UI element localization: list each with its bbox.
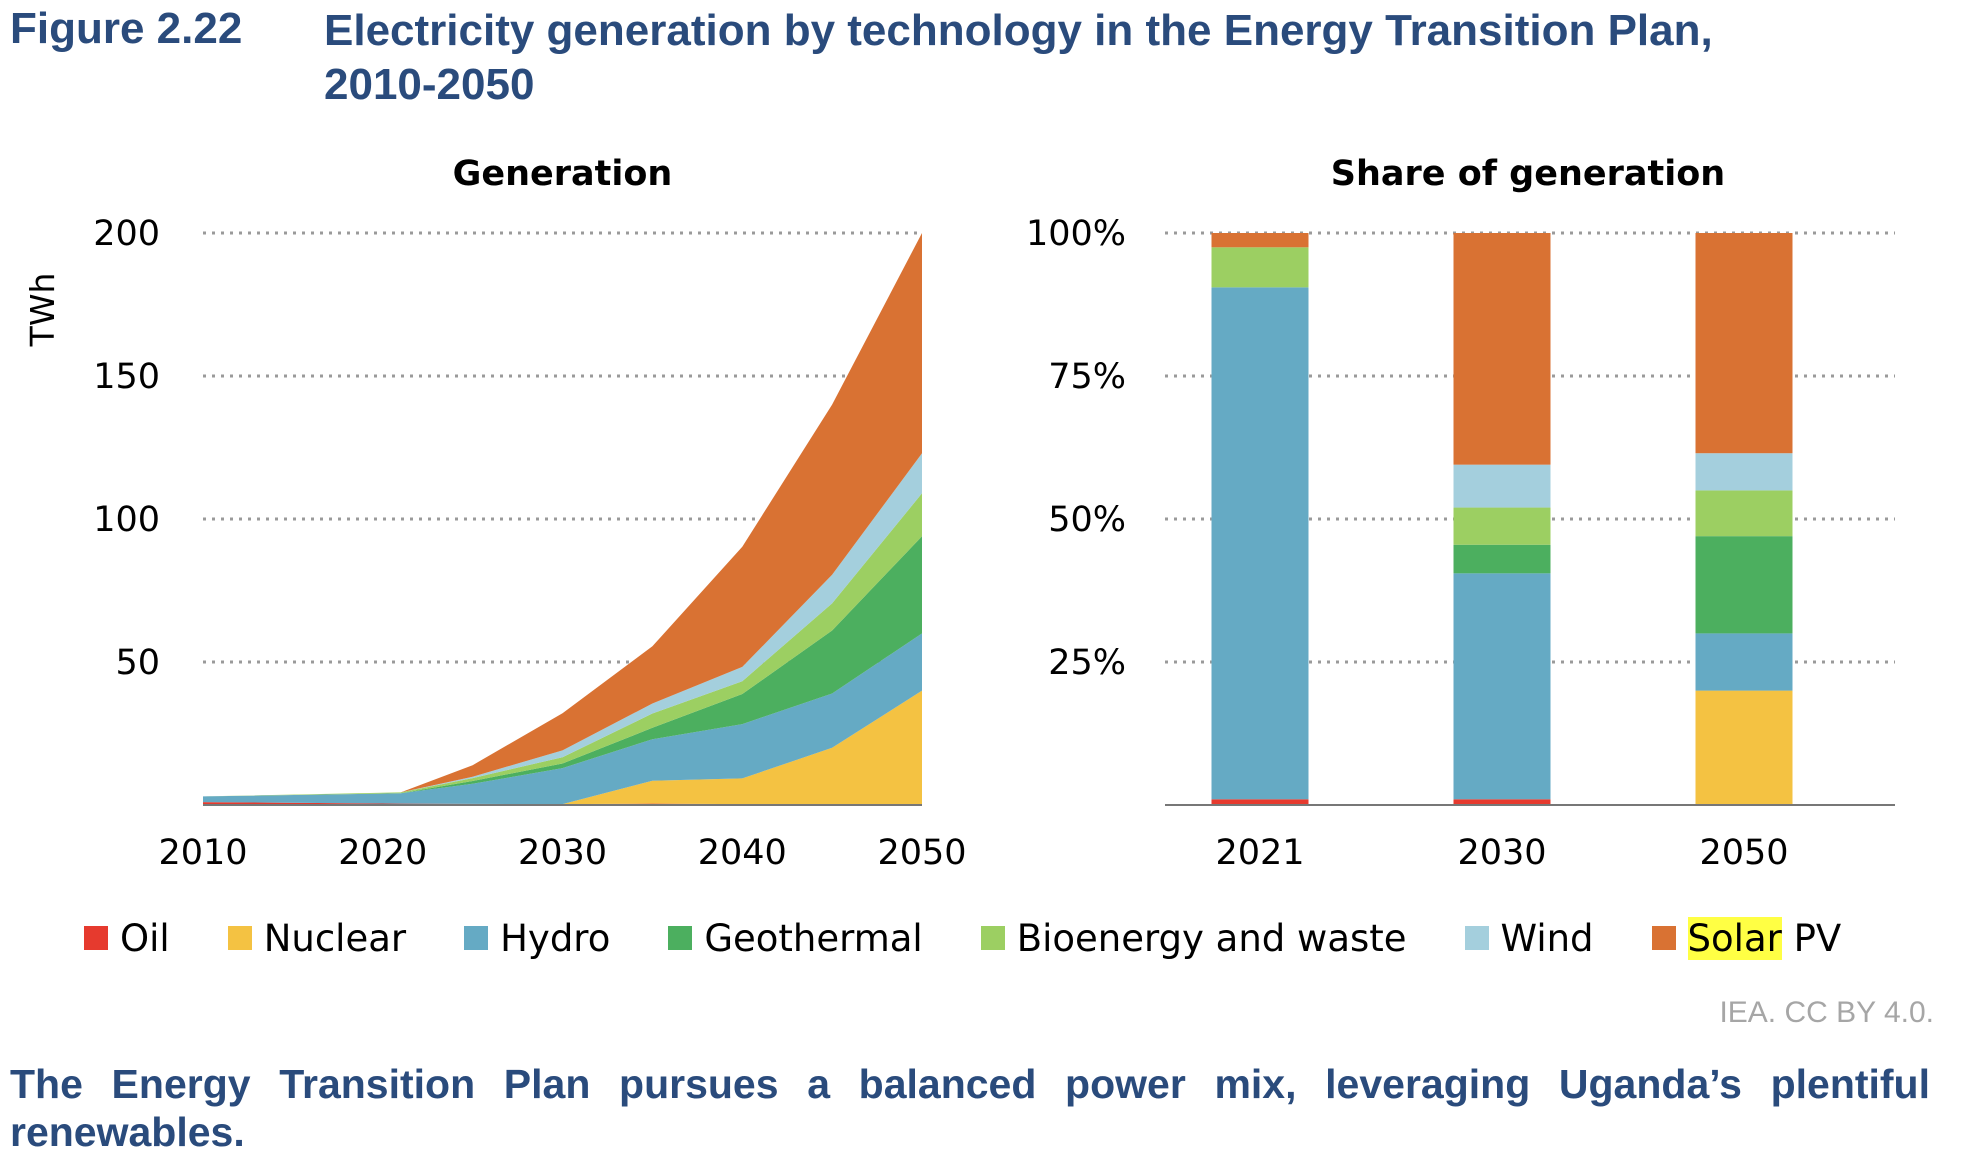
figure-title-line1: Electricity generation by technology in … (324, 6, 1713, 55)
legend-item-hydro: Hydro (464, 917, 610, 960)
legend: Oil Nuclear Hydro Geothermal Bioenergy and w… (84, 910, 1841, 966)
figure-caption: The Energy Transition Plan pursues a bal… (10, 1061, 1930, 1155)
bar-segment-bioenergy-and-waste-2050 (1695, 490, 1793, 537)
legend-swatch (464, 926, 489, 950)
legend-label: Hydro (500, 916, 611, 960)
x-tick-label: 2021 (1215, 833, 1304, 873)
bar-segment-solar-pv-2021 (1211, 233, 1309, 248)
legend-swatch (1651, 926, 1676, 950)
bar-segment-bioenergy-and-waste-2021 (1211, 247, 1309, 288)
legend-item-solar-pv: Solar PV (1651, 916, 1842, 960)
y-axis-label: TWh (23, 273, 62, 348)
bar-segment-hydro-2021 (1211, 287, 1309, 800)
legend-item-oil: Oil (84, 917, 170, 960)
bar-segment-oil-2030 (1453, 799, 1551, 805)
bar-segment-wind-2050 (1695, 453, 1793, 491)
legend-swatch (668, 926, 693, 950)
x-tick-label: 2040 (698, 833, 787, 873)
bar-segment-hydro-2050 (1695, 633, 1793, 691)
share-chart-title: Share of generation (1331, 154, 1725, 194)
generation-chart-title: Generation (453, 154, 673, 194)
x-tick-label: 2020 (338, 833, 427, 873)
legend-item-nuclear: Nuclear (227, 916, 407, 960)
bar-segment-wind-2030 (1453, 464, 1551, 508)
legend-swatch (980, 926, 1005, 950)
y-tick-label: 75% (1048, 357, 1126, 397)
generation-chart: Generation TWh 50 100 150 200 2010 2020 2030 2040… (23, 154, 967, 873)
legend-item-wind: Wind (1464, 916, 1594, 960)
x-tick-label: 2050 (1699, 833, 1788, 873)
legend-item-bioenergy-and-waste: Bioenergy and waste (980, 916, 1407, 960)
x-tick-label: 2050 (877, 833, 966, 873)
bar-segment-nuclear-2050 (1695, 690, 1793, 805)
credit-text: IEA. CC BY 4.0. (1719, 996, 1934, 1029)
area-solar-pv (203, 233, 922, 797)
legend-swatch (1464, 926, 1489, 950)
area-nuclear (203, 690, 922, 805)
bar-segment-solar-pv-2050 (1695, 233, 1793, 454)
figure-title-line2: 2010-2050 (324, 60, 535, 109)
share-chart: Share of generation 25% 50% 75% 100% 2021 2030… (1026, 154, 1895, 873)
y-tick-label: 150 (93, 357, 160, 397)
y-tick-label: 200 (93, 214, 160, 254)
charts-canvas: Generation TWh 50 100 150 200 2010 2020 2030 2040… (23, 154, 1895, 873)
y-tick-label: 100% (1026, 214, 1126, 254)
y-tick-label: 50 (115, 643, 160, 683)
bar-segment-oil-2021 (1211, 799, 1309, 805)
figure-number: Figure 2.22 (10, 4, 243, 53)
x-tick-label: 2030 (1457, 833, 1546, 873)
bar-segment-geothermal-2050 (1695, 536, 1793, 634)
legend-swatch (227, 926, 252, 950)
bar-segment-bioenergy-and-waste-2030 (1453, 507, 1551, 545)
y-tick-label: 25% (1048, 643, 1126, 683)
legend-item-geothermal: Geothermal (668, 916, 923, 960)
x-tick-label: 2010 (158, 833, 247, 873)
legend-label: Oil (120, 916, 170, 960)
legend-label: Bioenergy and waste (1016, 916, 1407, 960)
legend-label: Geothermal (704, 916, 923, 960)
y-tick-label: 50% (1048, 500, 1126, 540)
bar-segment-solar-pv-2030 (1453, 233, 1551, 465)
y-tick-label: 100 (93, 500, 160, 540)
figure-title: Electricity generation by technology in … (324, 4, 1924, 112)
legend-label: Nuclear (263, 916, 407, 960)
legend-label: Wind (1500, 916, 1594, 960)
x-tick-label: 2030 (518, 833, 607, 873)
bar-segment-geothermal-2030 (1453, 544, 1551, 574)
bar-segment-hydro-2030 (1453, 573, 1551, 800)
legend-swatch (84, 926, 108, 950)
area-hydro (203, 633, 922, 805)
legend-label: Solar PV (1687, 916, 1842, 960)
